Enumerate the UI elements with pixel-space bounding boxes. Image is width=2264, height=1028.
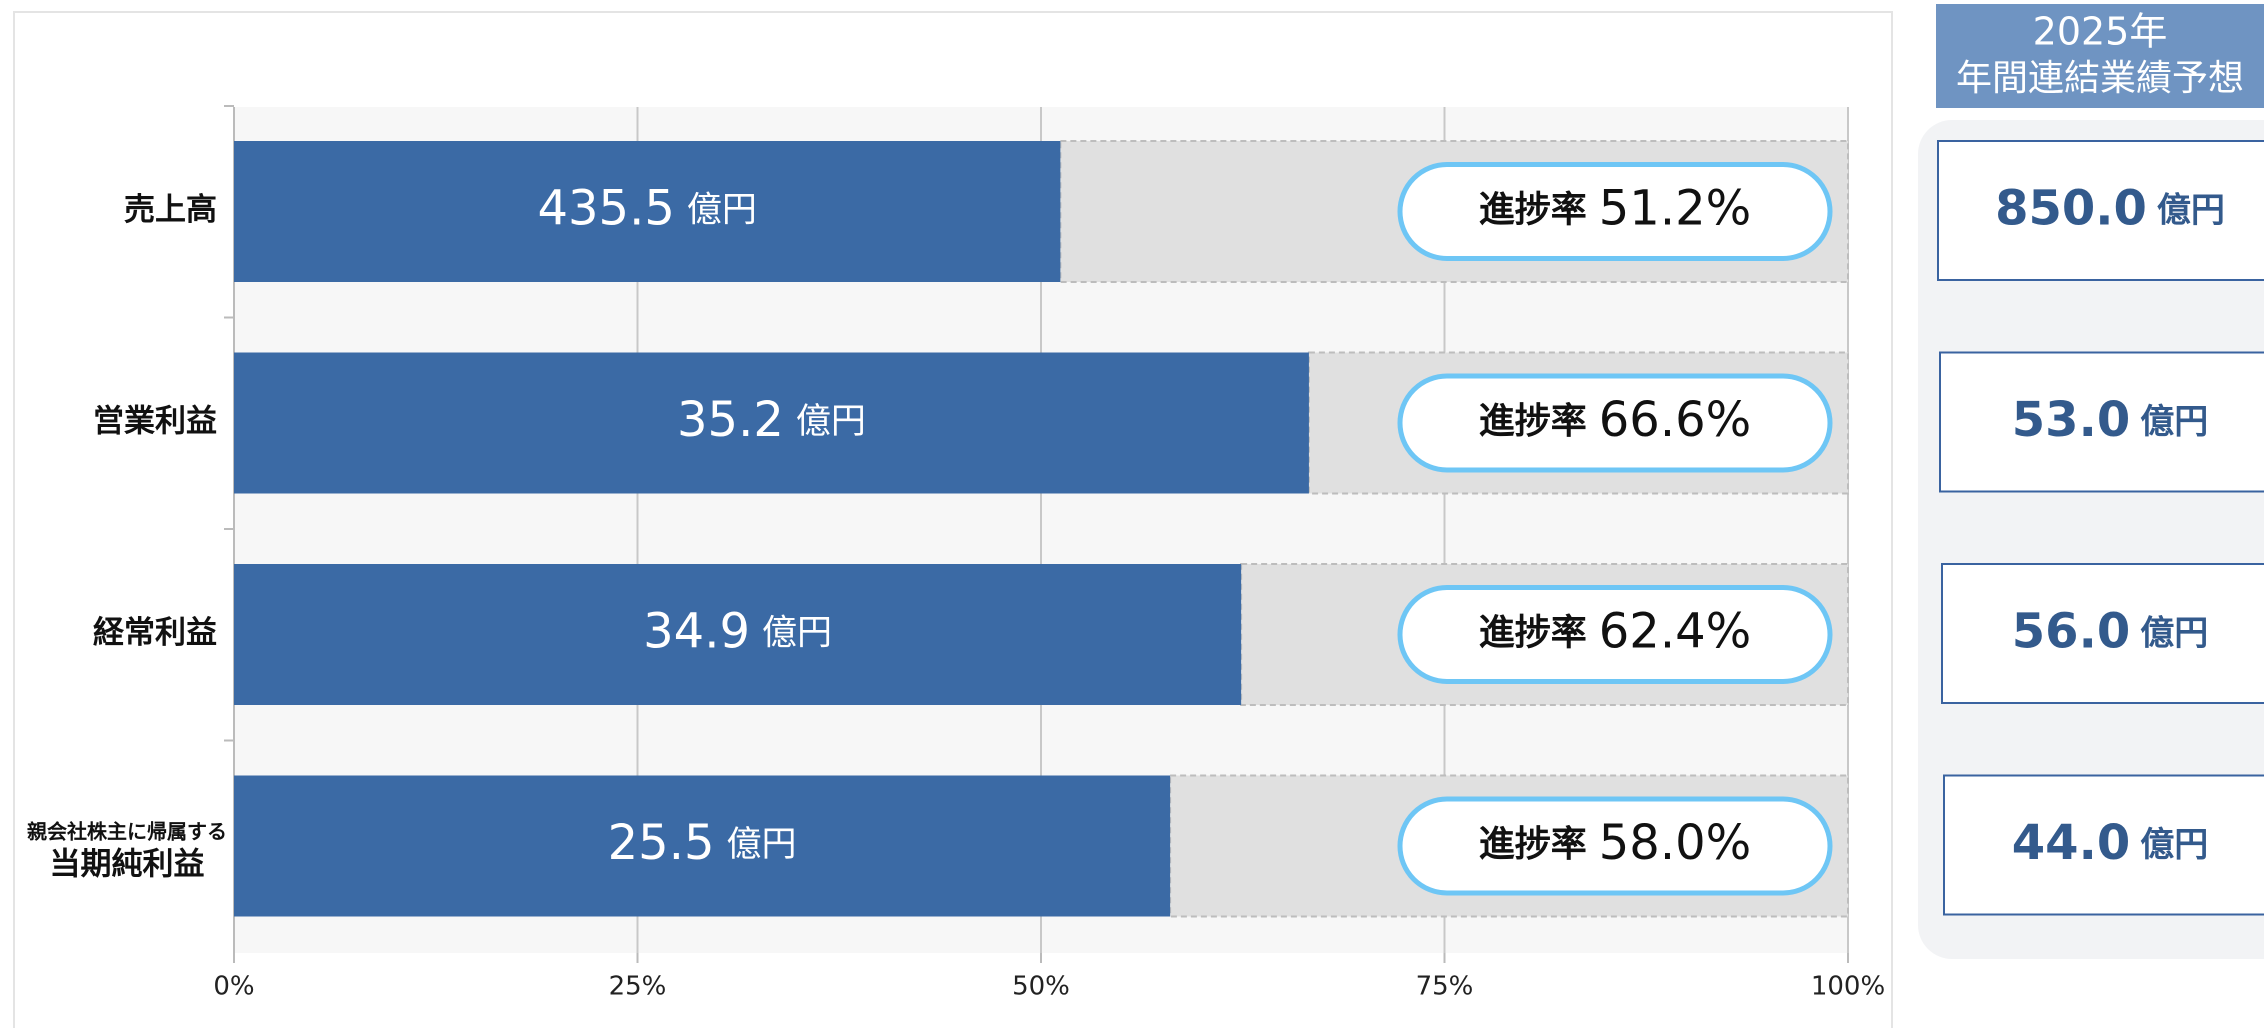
forecast-box <box>1943 774 2264 916</box>
x-tick-label: 50% <box>1012 972 1070 1002</box>
forecast-text: 56.0 億円 <box>2012 604 2208 660</box>
progress-text: 進捗率 66.6% <box>1479 392 1752 448</box>
progress-text: 進捗率 58.0% <box>1479 815 1752 871</box>
forecast-title: 年間連結業績予想 <box>1956 58 2244 99</box>
x-tick-label: 0% <box>213 972 254 1002</box>
progress-value: 51.2% <box>1599 181 1751 237</box>
progress-text: 進捗率 51.2% <box>1479 181 1752 237</box>
unit: 億円 <box>2157 190 2225 230</box>
forecast-year: 2025年 <box>2033 10 2168 54</box>
progress-value: 66.6% <box>1599 392 1751 448</box>
progress-pill <box>1397 585 1833 684</box>
x-tick-label: 75% <box>1416 972 1474 1002</box>
category-label: 営業利益 <box>93 404 217 440</box>
progress-label: 進捗率 <box>1479 824 1587 865</box>
progress-label: 進捗率 <box>1479 613 1587 654</box>
bar <box>234 775 1171 917</box>
x-tick-label: 25% <box>609 972 667 1002</box>
unit: 億円 <box>2140 613 2208 653</box>
forecast-header <box>1936 4 2264 108</box>
forecast-box <box>1941 563 2264 704</box>
unit: 億円 <box>762 614 832 654</box>
forecast-value: 56.0 <box>2012 604 2130 660</box>
progress-label: 進捗率 <box>1479 190 1587 231</box>
forecast-panel <box>1918 120 2264 959</box>
actual-value: 435.5 <box>537 181 674 237</box>
unit: 億円 <box>687 191 757 231</box>
progress-label: 進捗率 <box>1479 401 1587 442</box>
forecast-box <box>1937 140 2264 281</box>
bar-label: 34.9 億円 <box>643 604 832 660</box>
progress-value: 58.0% <box>1599 815 1751 871</box>
forecast-value: 44.0 <box>2012 815 2130 871</box>
forecast-value: 53.0 <box>2012 392 2130 448</box>
forecast-text: 53.0 億円 <box>2012 392 2208 448</box>
category-label: 売上高 <box>124 192 217 228</box>
forecast-text: 44.0 億円 <box>2012 815 2208 871</box>
forecast-text: 850.0 億円 <box>1995 181 2225 237</box>
progress-pill <box>1397 162 1833 261</box>
actual-value: 25.5 <box>608 815 715 871</box>
bar <box>234 564 1242 705</box>
actual-value: 35.2 <box>677 392 784 448</box>
unit: 億円 <box>796 402 866 442</box>
unit: 億円 <box>2140 402 2208 442</box>
category-label: 経常利益 <box>93 615 217 651</box>
forecast-box <box>1939 351 2264 493</box>
category-label-sub: 親会社株主に帰属する <box>27 820 227 844</box>
progress-pill <box>1397 796 1833 896</box>
progress-value: 62.4% <box>1599 604 1751 660</box>
category-label: 当期純利益 <box>50 847 205 883</box>
bar <box>234 352 1309 494</box>
progress-pill <box>1397 373 1833 473</box>
bar-label: 25.5 億円 <box>608 815 797 871</box>
bar-label: 35.2 億円 <box>677 392 866 448</box>
unit: 億円 <box>2140 825 2208 865</box>
unit: 億円 <box>726 825 796 865</box>
x-tick-label: 100% <box>1811 972 1885 1002</box>
forecast-value: 850.0 <box>1995 181 2147 237</box>
progress-text: 進捗率 62.4% <box>1479 604 1752 660</box>
actual-value: 34.9 <box>643 604 750 660</box>
bar-label: 435.5 億円 <box>537 181 756 237</box>
bar <box>234 141 1061 282</box>
